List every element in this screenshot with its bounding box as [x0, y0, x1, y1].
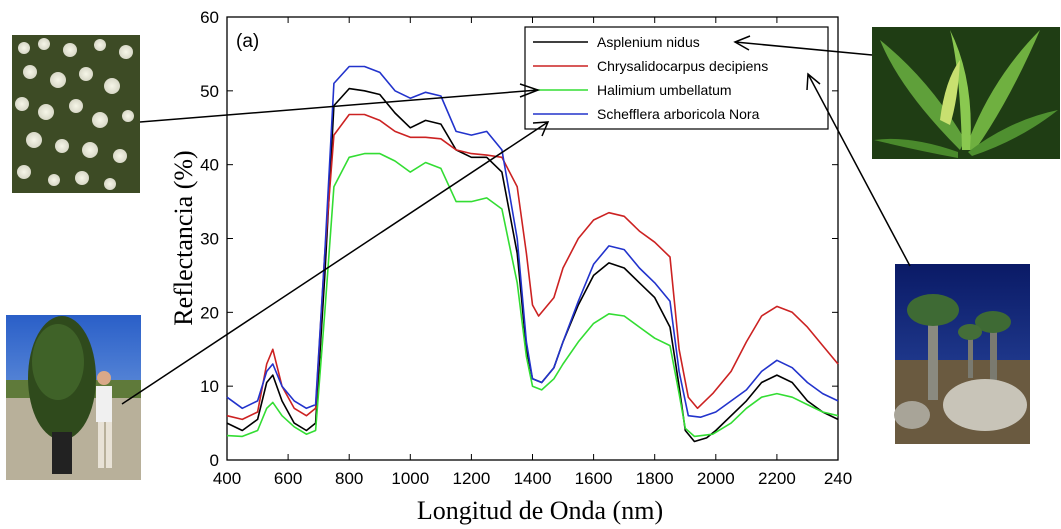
legend-label-2: Halimium umbellatum: [597, 82, 732, 98]
series-lines: [226, 65, 839, 443]
arrow-schefflera: [121, 121, 549, 405]
x-tick-label: 800: [335, 469, 363, 488]
y-tick-label: 60: [200, 8, 219, 27]
halimium-photo: [12, 35, 140, 193]
x-tick-label: 1600: [575, 469, 613, 488]
legend-label-3: Schefflera arboricola Nora: [597, 106, 760, 122]
arrow-asplenium: [734, 41, 873, 56]
palm-trees-icon: [894, 294, 1027, 431]
series-line-1: [226, 113, 839, 421]
arrow-halimium: [139, 89, 539, 123]
x-tick-label: 2200: [758, 469, 796, 488]
x-tick-label: 2000: [697, 469, 735, 488]
x-tick-label: 1200: [452, 469, 490, 488]
schefflera-photo: [6, 315, 141, 480]
legend-label-1: Chrysalidocarpus decipiens: [597, 58, 768, 74]
person-with-shrub-icon: [28, 316, 112, 474]
series-line-0: [226, 87, 839, 443]
chrysalidocarpus-photo: [894, 264, 1030, 444]
y-tick-label: 20: [200, 303, 219, 322]
legend-box: [524, 26, 829, 130]
series-line-2: [226, 152, 839, 438]
panel-label: (a): [236, 31, 259, 52]
x-axis-title: Longitud de Onda (nm): [417, 496, 663, 525]
y-tick-label: 50: [200, 82, 219, 101]
x-tick-label: 1000: [391, 469, 429, 488]
x-tick-label: 400: [213, 469, 241, 488]
x-tick-label: 1800: [636, 469, 674, 488]
x-tick-label: 240: [824, 469, 852, 488]
asplenium-photo: [872, 27, 1060, 159]
y-axis-title: Reflectancia (%): [169, 150, 198, 325]
arrowhead-halimium: [519, 83, 541, 98]
arrowhead-chrysalidocarpus: [806, 72, 821, 91]
arrow-chrysalidocarpus: [807, 73, 911, 267]
white-flowers-icon: [15, 38, 134, 190]
y-tick-label: 0: [210, 451, 219, 470]
axis-ticks: 400 600 800 1000 1200 1400 1600 1800 2000 2200 240…: [200, 8, 852, 488]
arrowhead-asplenium: [733, 35, 751, 51]
y-tick-label: 40: [200, 156, 219, 175]
annotation-arrows: [121, 35, 911, 405]
arrowhead-schefflera: [532, 121, 550, 137]
x-tick-label: 600: [274, 469, 302, 488]
legend-label-0: Asplenium nidus: [597, 34, 700, 50]
y-tick-label: 10: [200, 377, 219, 396]
x-tick-label: 1400: [514, 469, 552, 488]
fern-leaves-icon: [874, 30, 1058, 158]
y-tick-label: 30: [200, 230, 219, 249]
series-line-3: [226, 65, 839, 418]
legend: Asplenium nidus Chrysalidocarpus decipien…: [524, 26, 829, 130]
